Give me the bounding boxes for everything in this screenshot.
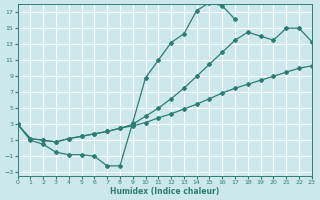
X-axis label: Humidex (Indice chaleur): Humidex (Indice chaleur) bbox=[110, 187, 219, 196]
